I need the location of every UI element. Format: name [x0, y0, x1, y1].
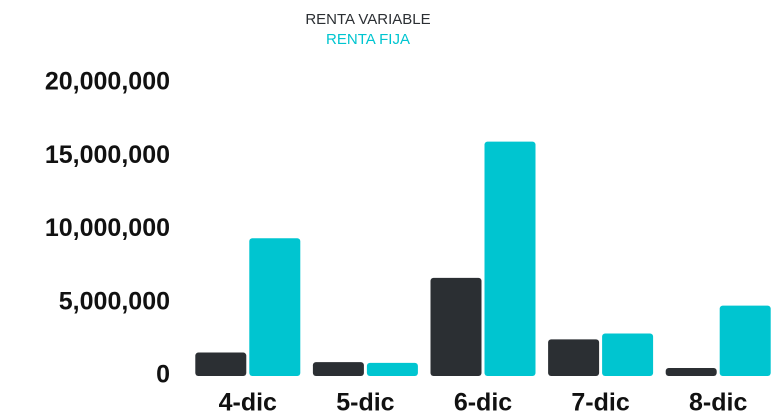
y-tick-label: 5,000,000 [59, 287, 170, 315]
y-tick-label: 15,000,000 [45, 141, 170, 169]
bar [312, 362, 364, 376]
y-tick-label: 10,000,000 [45, 214, 170, 242]
legend-entry: RENTA FIJA [326, 31, 410, 48]
bar [484, 141, 536, 376]
bar [430, 277, 482, 376]
bar [548, 339, 600, 376]
x-tick-label: 5-dic [336, 389, 394, 417]
y-tick-label: 20,000,000 [45, 68, 170, 96]
bar [665, 367, 717, 376]
x-tick-label: 8-dic [689, 389, 747, 417]
bar [366, 362, 418, 376]
bar [602, 333, 654, 376]
x-tick-label: 6-dic [454, 389, 512, 417]
bar [719, 305, 771, 376]
bar [249, 238, 301, 376]
x-tick-label: 7-dic [571, 389, 629, 417]
y-tick-label: 0 [156, 361, 170, 389]
legend-entry: RENTA VARIABLE [305, 11, 430, 28]
x-tick-label: 4-dic [219, 389, 277, 417]
bar [195, 352, 247, 376]
